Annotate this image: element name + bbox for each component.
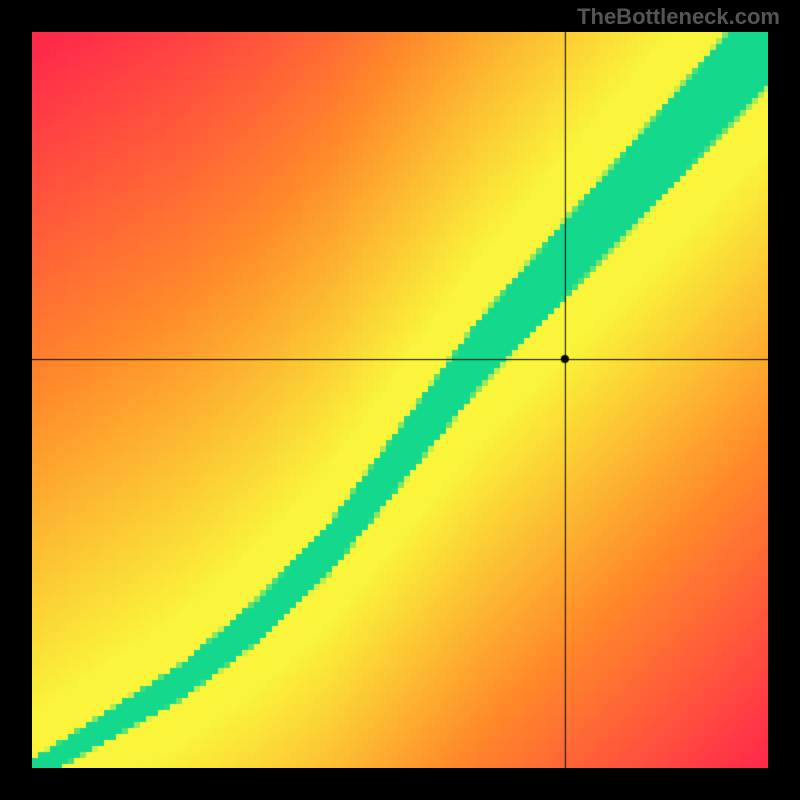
- bottleneck-heatmap-canvas: [32, 32, 768, 768]
- chart-container: TheBottleneck.com: [0, 0, 800, 800]
- watermark-text: TheBottleneck.com: [577, 4, 780, 30]
